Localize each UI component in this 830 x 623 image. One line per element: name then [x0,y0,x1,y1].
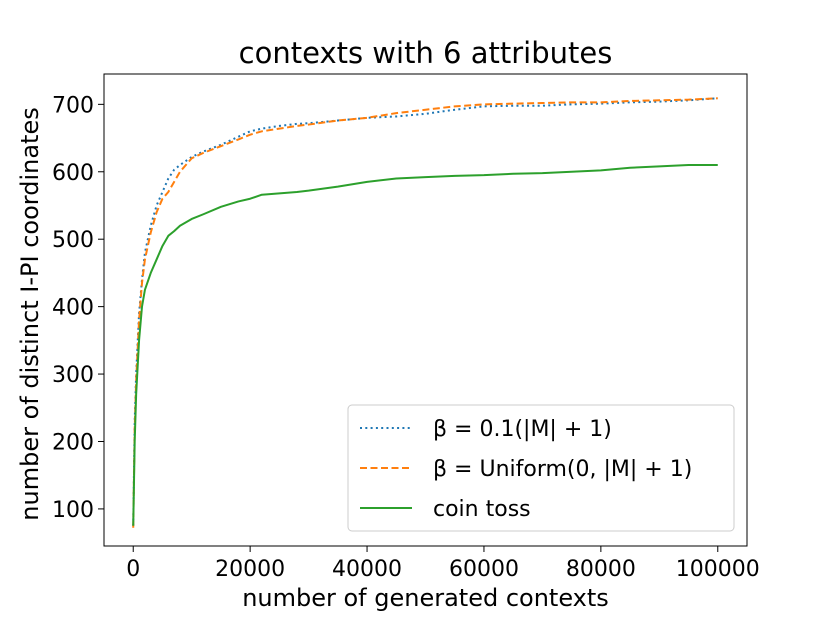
x-tick-label: 20000 [215,557,285,582]
y-tick-label: 500 [52,228,94,253]
series-line-1 [132,97,718,526]
legend-label-3: coin toss [433,497,531,522]
axes-layer: 0 20000 40000 60000 80000 100000 100 200 300 400 5… [52,73,760,582]
x-tick-label: 40000 [332,557,402,582]
series-line-3 [132,164,718,526]
y-tick-label: 200 [52,430,94,455]
chart-title: contexts with 6 attributes [239,36,613,70]
x-tick-label: 0 [126,557,140,582]
x-tick-label: 60000 [449,557,519,582]
plot-frame [103,73,748,547]
series-line-2 [132,97,718,528]
legend-box [347,404,735,532]
series-layer [132,97,718,528]
y-tick-label: 400 [52,296,94,321]
legend: β = 0.1(|M| + 1) β = Uniform(0, |M| + 1) c… [347,404,735,532]
y-axis-label: number of distinct I-PI coordinates [16,107,44,520]
y-tick-label: 600 [52,161,94,186]
x-tick-label: 80000 [566,557,636,582]
y-tick-label: 300 [52,363,94,388]
legend-label-1: β = 0.1(|M| + 1) [433,417,612,442]
x-axis-label: number of generated contexts [242,584,609,612]
y-tick-label: 100 [52,498,94,523]
legend-label-2: β = Uniform(0, |M| + 1) [433,457,692,482]
y-tick-label: 700 [52,93,94,118]
x-tick-label: 100000 [676,557,760,582]
